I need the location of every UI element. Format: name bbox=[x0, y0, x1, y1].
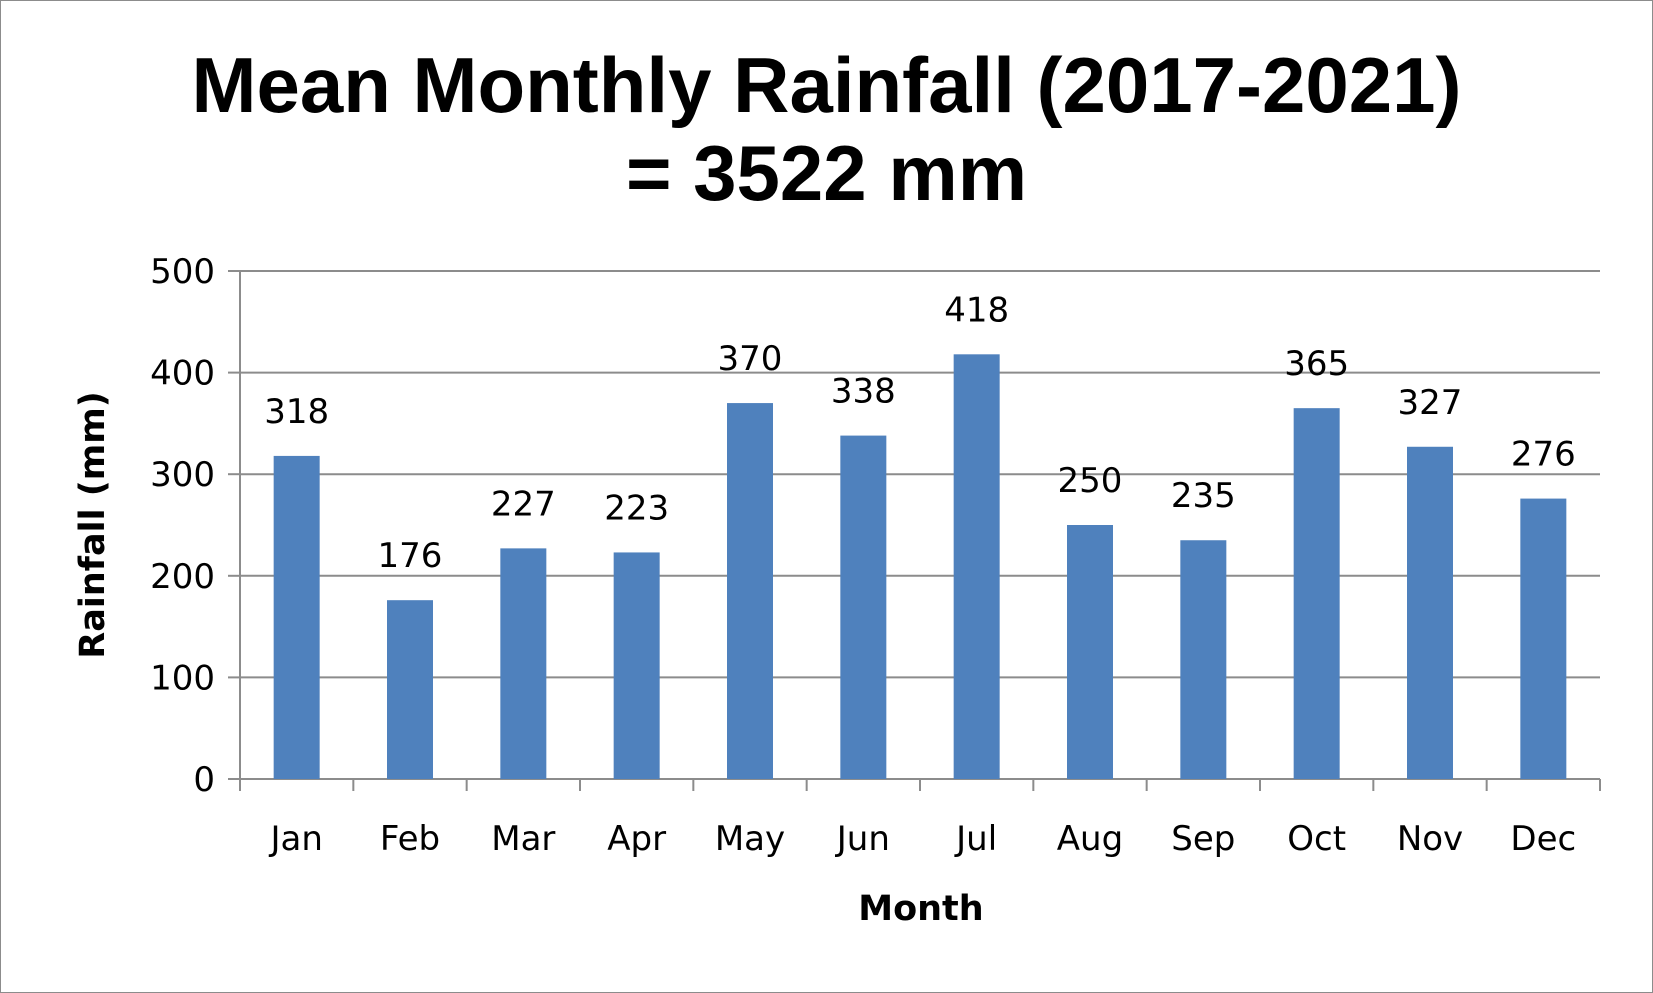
bars bbox=[273, 354, 1567, 779]
bar-mar bbox=[500, 548, 547, 779]
bar-feb bbox=[387, 600, 433, 779]
y-tick-label: 200 bbox=[150, 557, 215, 597]
y-tick-label: 400 bbox=[150, 354, 215, 394]
data-label-aug: 250 bbox=[1058, 461, 1123, 501]
x-tick-label-nov: Nov bbox=[1397, 819, 1463, 859]
labels: 0 100 200 300 400 500 318 Jan 176 Feb 227 Mar 223 Apr… bbox=[150, 252, 1576, 859]
x-tick-label-feb: Feb bbox=[380, 819, 440, 859]
bar-aug bbox=[1067, 525, 1113, 779]
data-label-apr: 223 bbox=[604, 488, 669, 528]
data-label-oct: 365 bbox=[1284, 344, 1349, 384]
x-tick-label-may: May bbox=[715, 819, 785, 859]
bar-oct bbox=[1293, 408, 1340, 779]
x-tick-label-apr: Apr bbox=[607, 819, 666, 859]
y-tick-label: 300 bbox=[150, 455, 215, 495]
bar-jul bbox=[953, 354, 1000, 779]
data-label-dec: 276 bbox=[1511, 435, 1576, 475]
x-tick-label-mar: Mar bbox=[491, 819, 555, 859]
bar-jun bbox=[840, 435, 887, 779]
bar-nov bbox=[1407, 446, 1453, 779]
bar-jan bbox=[273, 455, 320, 779]
chart-title: Mean Monthly Rainfall (2017-2021) = 3522… bbox=[1, 41, 1652, 217]
y-tick-label: 500 bbox=[150, 252, 215, 292]
bar-sep bbox=[1180, 540, 1227, 779]
gridlines bbox=[240, 270, 1600, 679]
data-label-nov: 327 bbox=[1398, 383, 1463, 423]
data-label-sep: 235 bbox=[1171, 476, 1236, 516]
data-label-jul: 418 bbox=[944, 290, 1009, 330]
data-label-jun: 338 bbox=[831, 372, 896, 412]
bar-may bbox=[727, 403, 773, 779]
y-axis-title: Rainfall (mm) bbox=[73, 391, 113, 658]
x-tick-label-jul: Jul bbox=[954, 819, 997, 859]
y-tick-label: 100 bbox=[150, 658, 215, 698]
chart-title-line2: = 3522 mm bbox=[625, 129, 1028, 217]
axes bbox=[228, 270, 1601, 791]
x-tick-label-jun: Jun bbox=[835, 819, 890, 859]
x-tick-label-aug: Aug bbox=[1057, 819, 1123, 859]
data-label-feb: 176 bbox=[378, 536, 443, 576]
x-axis-title: Month bbox=[858, 889, 983, 929]
chart-title-line1: Mean Monthly Rainfall (2017-2021) bbox=[191, 41, 1462, 129]
data-label-may: 370 bbox=[718, 339, 783, 379]
bar-apr bbox=[613, 552, 660, 779]
data-label-mar: 227 bbox=[491, 484, 556, 524]
bar-dec bbox=[1520, 498, 1567, 779]
x-tick-label-dec: Dec bbox=[1510, 819, 1576, 859]
data-label-jan: 318 bbox=[264, 392, 329, 432]
x-tick-label-jan: Jan bbox=[268, 819, 322, 859]
x-tick-label-sep: Sep bbox=[1171, 819, 1235, 859]
x-tick-label-oct: Oct bbox=[1287, 819, 1346, 859]
y-tick-label: 0 bbox=[193, 760, 215, 800]
